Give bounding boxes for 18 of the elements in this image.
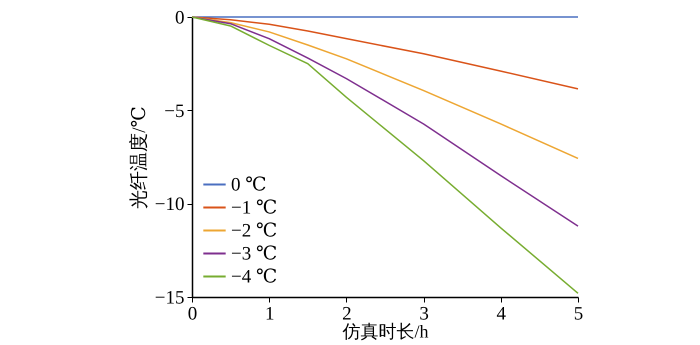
y-tick-label: −5 <box>164 100 184 122</box>
x-tick-label: 2 <box>342 304 352 324</box>
line-series <box>191 16 579 294</box>
legend-label: 0 ℃ <box>231 174 267 196</box>
legend-label: −4 ℃ <box>231 266 278 288</box>
y-axis-title: 光纤温度/℃ <box>128 106 150 209</box>
y-tick-label: −15 <box>154 288 184 308</box>
x-tick-label: 1 <box>264 304 274 324</box>
x-axis-title: 仿真时长/h <box>341 322 429 342</box>
x-tick-label: 3 <box>419 304 429 324</box>
legend-label: −2 ℃ <box>231 220 278 242</box>
legend-label: −1 ℃ <box>231 198 278 218</box>
x-tick-label: 5 <box>574 304 584 324</box>
legend-label: −3 ℃ <box>231 244 278 264</box>
y-tick-label: 0 <box>175 8 184 28</box>
y-tick-label: −10 <box>154 194 184 216</box>
x-tick-label: 4 <box>496 304 507 324</box>
x-tick-label: 0 <box>188 304 198 324</box>
